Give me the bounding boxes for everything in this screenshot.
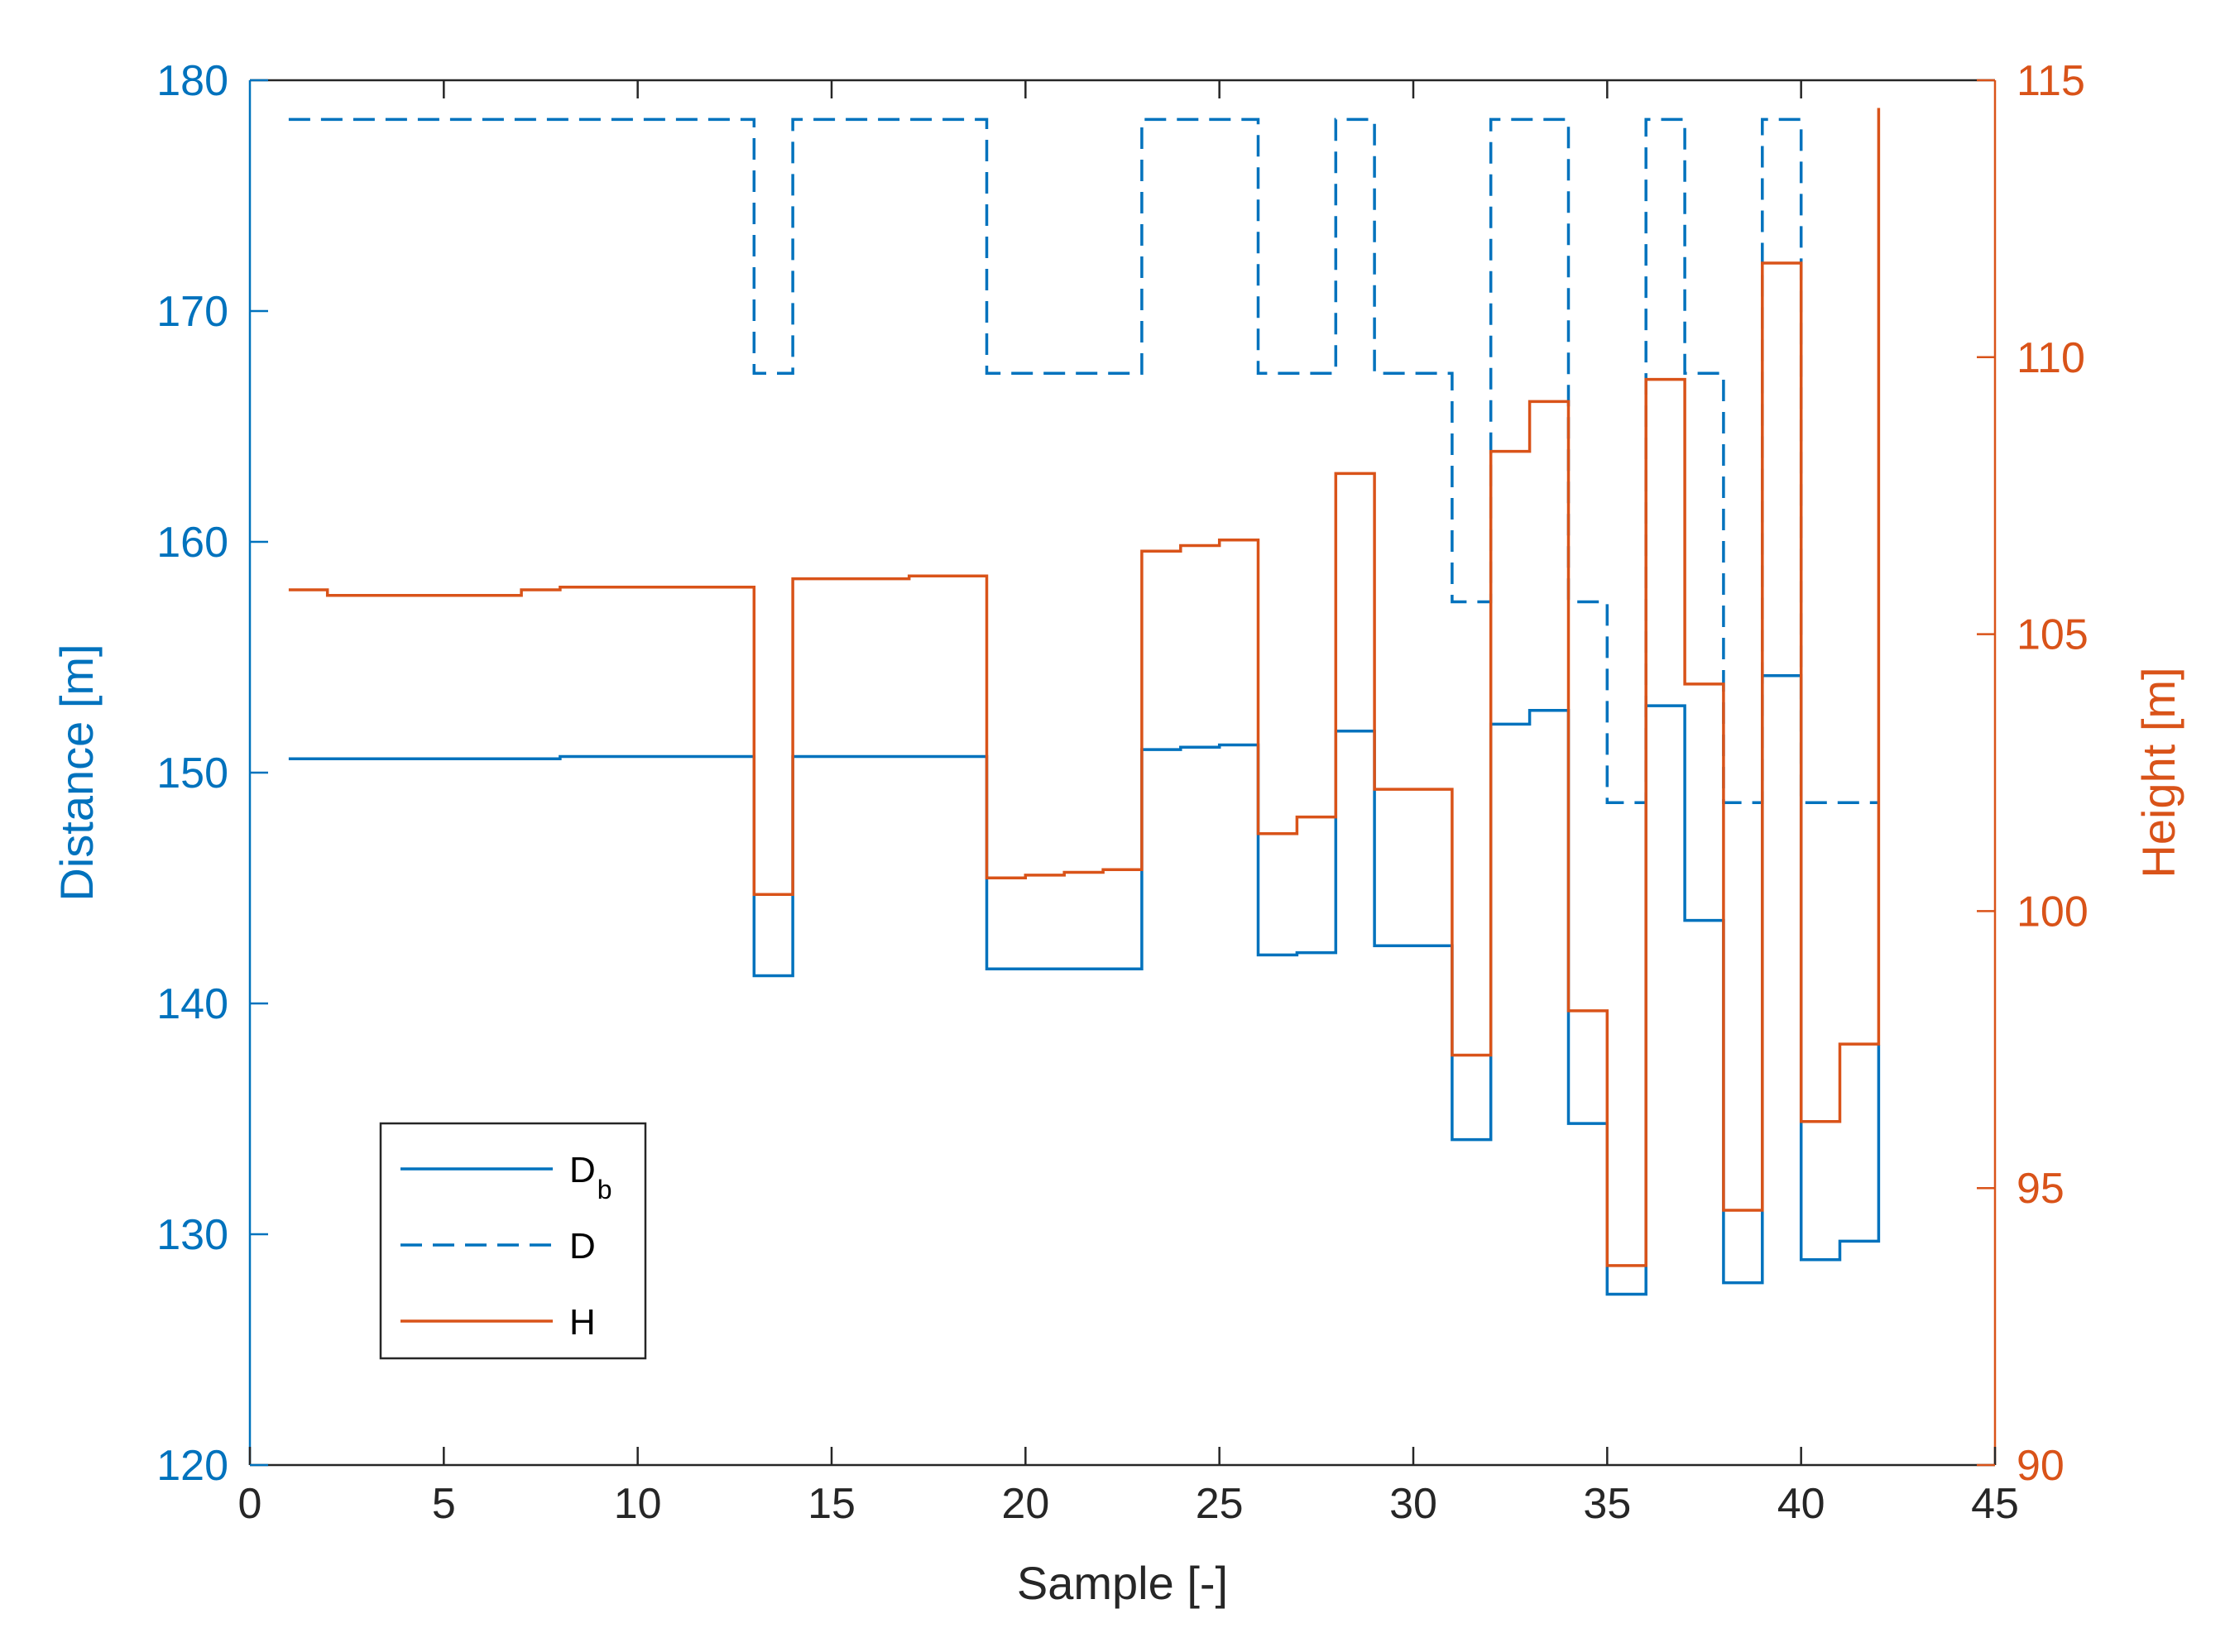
- x-tick-label: 20: [1001, 1480, 1049, 1528]
- y-left-tick-label: 130: [156, 1211, 228, 1259]
- x-tick-label: 40: [1777, 1480, 1825, 1528]
- x-axis-label: Sample [-]: [1017, 1557, 1228, 1609]
- y-right-tick-label: 95: [2017, 1165, 2065, 1213]
- y-left-tick-label: 180: [156, 57, 228, 105]
- y-left-tick-label: 160: [156, 519, 228, 567]
- y-left-tick-label: 170: [156, 288, 228, 336]
- legend: Db D H: [379, 1122, 647, 1360]
- series-line-d: [288, 117, 1879, 805]
- y-right-tick-label: 115: [2017, 57, 2085, 105]
- y-left-tick-label: 140: [156, 980, 228, 1028]
- series-layer: [288, 108, 1881, 1296]
- legend-label-h: H: [569, 1302, 596, 1343]
- x-tick-label: 35: [1583, 1480, 1631, 1528]
- y-right-tick-label: 105: [2017, 611, 2089, 659]
- y-left-tick-label: 150: [156, 749, 228, 797]
- y-right-tick-label: 110: [2017, 334, 2085, 382]
- y-right-tick-label: 100: [2017, 888, 2089, 936]
- series-line-h: [288, 108, 1881, 1267]
- legend-box: [379, 1122, 647, 1360]
- x-tick-label: 45: [1971, 1480, 2019, 1528]
- x-tick-label: 25: [1196, 1480, 1244, 1528]
- y-axis-right-label: Height [m]: [2132, 667, 2184, 878]
- legend-label-db: Db: [569, 1150, 612, 1204]
- legend-label-d: D: [569, 1226, 596, 1267]
- y-left-tick-label: 120: [156, 1442, 228, 1490]
- y-right-tick-label: 90: [2017, 1442, 2065, 1490]
- x-tick-label: 5: [432, 1480, 456, 1528]
- y-axis-left-label: Distance [m]: [50, 644, 103, 901]
- x-tick-label: 15: [808, 1480, 856, 1528]
- ticks-layer: 0 5 10 15 20 25 30 35 40 45 120 130 140 150 160 170 180 9…: [156, 57, 2089, 1528]
- x-tick-label: 30: [1389, 1480, 1437, 1528]
- x-tick-label: 10: [614, 1480, 662, 1528]
- x-tick-label: 0: [238, 1480, 262, 1528]
